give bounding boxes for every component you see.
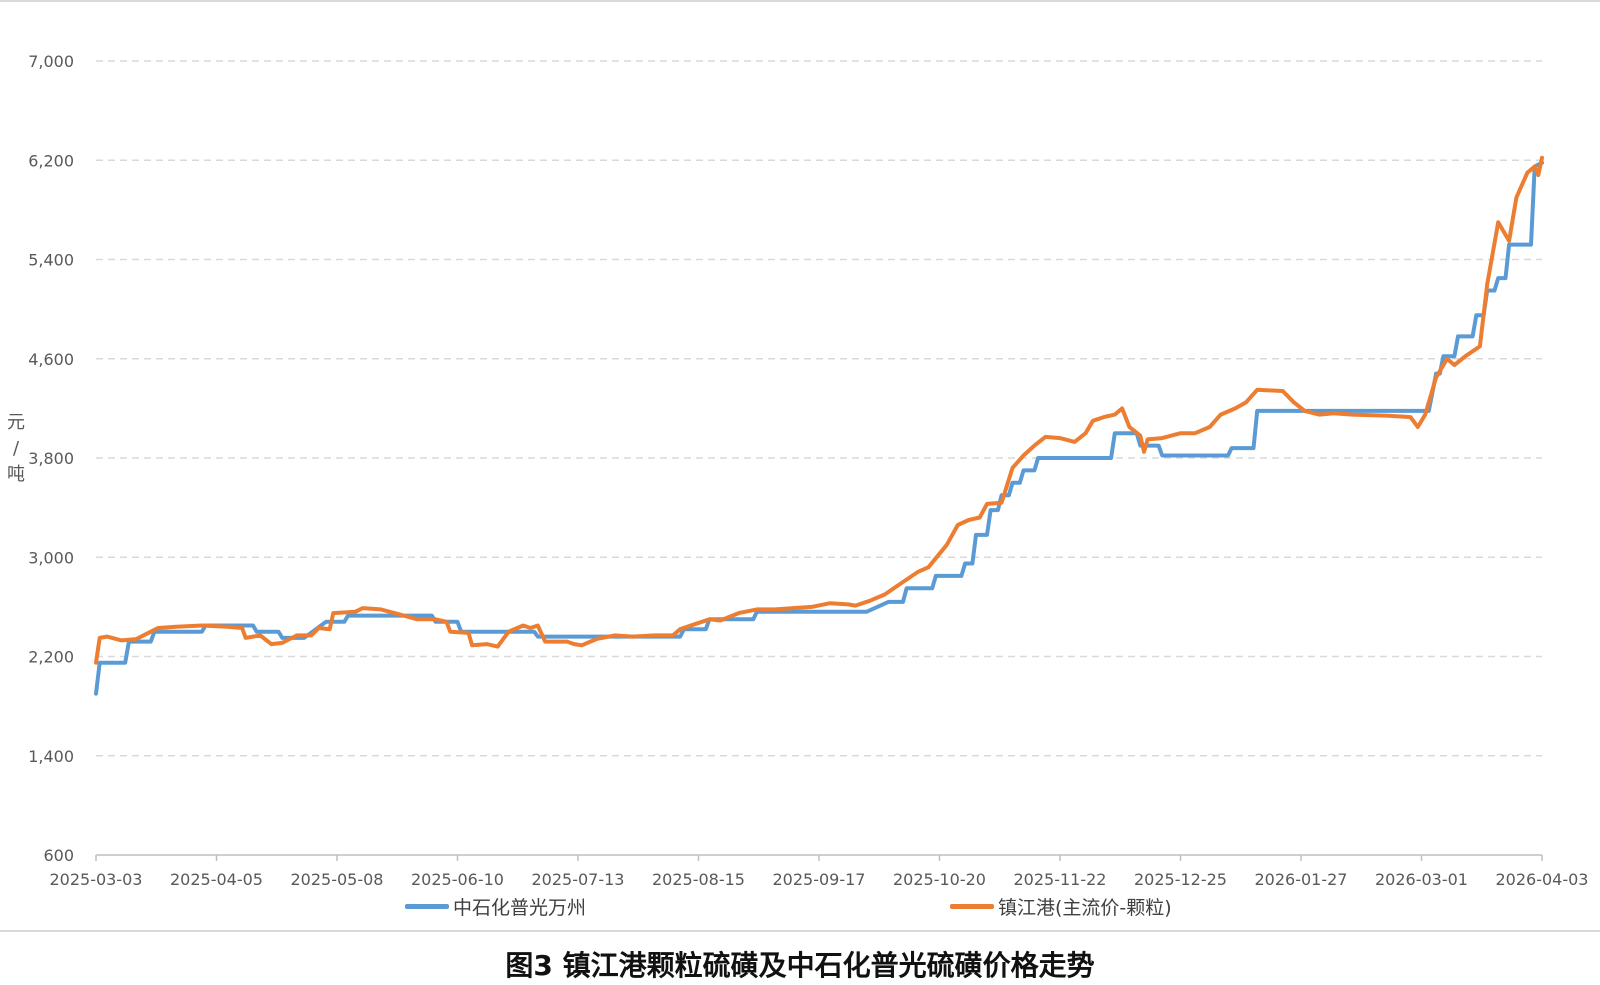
series-lines	[94, 155, 1544, 696]
legend-item-zhenjiang: 镇江港(主流价-颗粒)	[950, 893, 1172, 920]
legend-label: 中石化普光万州	[453, 897, 587, 919]
x-axis	[95, 854, 1543, 861]
y-axis-label: 元 / 吨	[4, 410, 28, 488]
x-tick-label: 2026-01-27	[1255, 870, 1348, 889]
x-tick-label: 2025-06-10	[411, 870, 504, 889]
y-tick-label: 5,400	[28, 251, 74, 270]
y-axis-label-char: 元	[7, 412, 25, 433]
x-tick-label: 2025-07-13	[532, 870, 625, 889]
y-tick-label: 1,400	[28, 747, 74, 766]
x-tick-label: 2026-03-01	[1375, 870, 1468, 889]
legend-swatch-blue	[405, 904, 449, 909]
x-tick-label: 2025-10-20	[893, 870, 986, 889]
x-axis-labels: 2025-03-03 2025-04-05 2025-05-08 2025-06-10…	[50, 870, 1589, 889]
legend-item-sinopec: 中石化普光万州	[405, 893, 586, 920]
grid-lines	[96, 60, 1542, 757]
y-tick-label: 7,000	[28, 52, 74, 71]
y-tick-label: 3,000	[28, 548, 74, 567]
legend-swatch-orange	[950, 904, 994, 909]
x-tick-label: 2025-09-17	[773, 870, 866, 889]
x-tick-label: 2025-03-03	[50, 870, 143, 889]
y-axis: 600 1,400 2,200 3,000 3,800 4,600 5,400 6,200 7,…	[28, 52, 74, 865]
series-line-sinopec	[94, 160, 1544, 696]
top-divider	[0, 0, 1600, 2]
x-tick-label: 2025-12-25	[1134, 870, 1227, 889]
y-axis-label-char: 吨	[7, 464, 25, 485]
series-line-zhenjiang	[94, 155, 1544, 665]
y-tick-label: 3,800	[28, 449, 74, 468]
bottom-divider	[0, 930, 1600, 932]
x-tick-label: 2025-11-22	[1014, 870, 1107, 889]
y-tick-label: 6,200	[28, 151, 74, 170]
plot-area: 600 1,400 2,200 3,000 3,800 4,600 5,400 6,200 7,…	[28, 52, 1589, 889]
figure-caption: 图3 镇江港颗粒硫磺及中石化普光硫磺价格走势	[505, 949, 1095, 982]
legend-label: 镇江港(主流价-颗粒)	[998, 897, 1172, 919]
y-tick-label: 600	[43, 846, 74, 865]
x-tick-label: 2026-04-03	[1496, 870, 1589, 889]
y-tick-label: 4,600	[28, 350, 74, 369]
x-tick-label: 2025-04-05	[170, 870, 263, 889]
x-tick-label: 2025-05-08	[291, 870, 384, 889]
y-tick-label: 2,200	[28, 648, 74, 667]
x-tick-label: 2025-08-15	[652, 870, 745, 889]
y-axis-label-char: /	[12, 438, 20, 459]
